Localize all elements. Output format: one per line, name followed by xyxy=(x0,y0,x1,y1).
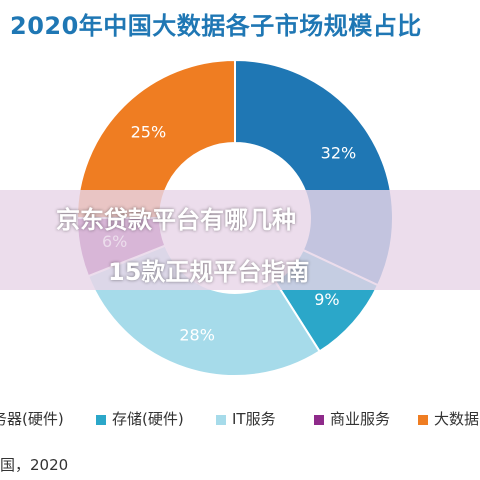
legend-swatch xyxy=(216,414,226,425)
pie-slice-4 xyxy=(75,58,236,219)
legend-label: 大数据 xyxy=(434,410,480,428)
banner-text-line1: 京东贷款平台有哪几种 xyxy=(56,206,296,234)
source-note: 国，2020 xyxy=(0,456,69,474)
banner-text-line2: 15款正规平台指南 xyxy=(108,258,310,286)
legend-item-1: 存储(硬件) xyxy=(96,408,184,429)
legend-label: 存储(硬件) xyxy=(112,410,184,428)
legend-item-3: 商业服务 xyxy=(314,408,390,429)
slice-data-label-0: 32% xyxy=(321,143,357,162)
legend-swatch xyxy=(96,414,106,425)
slice-data-label-1: 9% xyxy=(314,290,339,309)
legend-label: 商业服务 xyxy=(330,410,391,428)
legend-item-2: IT服务 xyxy=(216,408,276,429)
slice-data-label-2: 28% xyxy=(179,326,215,345)
legend-swatch xyxy=(418,414,428,425)
legend-label: IT服务 xyxy=(232,410,276,428)
slice-data-label-4: 25% xyxy=(131,122,167,141)
chart-legend: 务器(硬件) 存储(硬件) IT服务 商业服务 大数据 xyxy=(0,408,480,438)
legend-label: 务器(硬件) xyxy=(0,410,64,428)
chart-title: 2020年中国大数据各子市场规模占比 xyxy=(10,12,422,40)
overlay-banner xyxy=(0,190,480,290)
legend-swatch xyxy=(314,414,324,425)
legend-item-0: 务器(硬件) xyxy=(0,408,64,429)
legend-item-4: 大数据 xyxy=(418,408,479,429)
